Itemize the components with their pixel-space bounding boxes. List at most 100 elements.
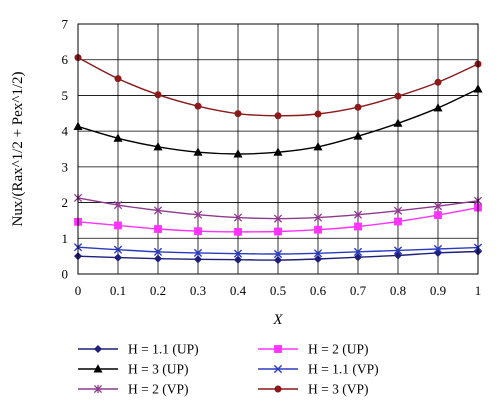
y-tick-label: 2 <box>62 195 69 210</box>
x-tick-label: 0.7 <box>350 283 367 298</box>
legend: H = 1.1 (UP) H = 2 (UP) H = 3 (UP) H = 1.1 … <box>78 342 379 397</box>
x-tick-label: 0.3 <box>190 283 206 298</box>
y-tick-label: 0 <box>62 267 69 282</box>
series-layer <box>73 54 483 265</box>
data-point <box>194 227 202 236</box>
data-point <box>313 213 323 222</box>
x-tick-label: 0.5 <box>270 283 286 298</box>
data-point <box>394 92 402 100</box>
y-axis-title: Nux/(Rax^1/2 + Pex^1/2) <box>10 71 26 226</box>
x-tick-label: 0.8 <box>390 283 406 298</box>
x-tick-label: 0.6 <box>310 283 327 298</box>
data-point <box>433 248 443 257</box>
data-point <box>274 112 282 120</box>
data-point <box>393 206 403 215</box>
data-point <box>354 103 362 111</box>
data-point <box>313 142 323 151</box>
data-point <box>193 147 203 156</box>
data-point <box>313 254 323 264</box>
data-point <box>153 247 163 256</box>
data-point <box>273 214 283 223</box>
data-point <box>153 254 163 263</box>
y-tick-label: 6 <box>62 52 69 67</box>
data-point <box>114 221 122 230</box>
data-point <box>153 206 163 215</box>
data-point <box>353 247 363 256</box>
y-tick-label: 5 <box>62 88 69 103</box>
data-point <box>274 227 282 236</box>
data-point <box>153 142 163 151</box>
y-tick-label: 3 <box>62 159 69 174</box>
legend-swatch-marker <box>93 344 103 354</box>
data-point <box>113 253 123 262</box>
legend-swatch-marker <box>274 385 282 393</box>
data-point <box>154 91 162 99</box>
plot-frame <box>77 23 479 275</box>
data-point <box>353 253 363 262</box>
legend-swatch-marker <box>274 345 282 353</box>
legend-label: H = 1.1 (UP) <box>128 342 199 357</box>
data-point <box>314 225 322 234</box>
legend-item: H = 2 (UP) <box>258 342 369 357</box>
data-point <box>233 249 243 258</box>
data-point <box>393 246 403 255</box>
data-point <box>273 147 283 156</box>
data-point <box>113 133 123 142</box>
data-point <box>194 102 202 110</box>
legend-label: H = 3 (VP) <box>308 382 369 397</box>
legend-swatch-marker <box>273 364 283 374</box>
data-point <box>353 131 363 140</box>
y-tick-label: 7 <box>62 17 69 32</box>
data-point <box>233 149 243 158</box>
data-point <box>354 222 362 231</box>
x-tick-label: 1 <box>475 283 482 298</box>
tick-labels: 0 0.1 0.2 0.3 0.4 0.5 0.6 0.7 0.8 0.9 1 0 1 2 3 4 5 6 7 <box>62 17 482 299</box>
legend-item: H = 1.1 (UP) <box>78 342 199 357</box>
data-point <box>314 110 322 118</box>
x-tick-label: 0.4 <box>230 283 247 298</box>
legend-item: H = 1.1 (VP) <box>258 362 379 377</box>
y-tick-label: 1 <box>62 231 69 246</box>
data-point <box>113 245 123 254</box>
data-point <box>154 225 162 233</box>
data-point <box>434 78 442 86</box>
legend-item: H = 3 (UP) <box>78 362 189 377</box>
data-point <box>433 103 443 112</box>
y-tick-label: 4 <box>62 124 69 139</box>
data-point <box>113 200 123 210</box>
data-point <box>193 248 203 258</box>
legend-swatch-marker <box>93 384 103 394</box>
x-tick-label: 0.2 <box>150 283 166 298</box>
data-point <box>393 251 403 260</box>
x-axis-title: X <box>272 312 283 328</box>
data-point <box>114 75 122 83</box>
x-tick-label: 0.1 <box>110 283 126 298</box>
data-point <box>233 255 243 264</box>
data-point <box>393 118 403 127</box>
data-point <box>193 210 203 219</box>
data-point <box>273 256 283 265</box>
legend-label: H = 2 (VP) <box>128 382 189 397</box>
y-axis-title-text: Nux/(Rax^1/2 + Pex^1/2) <box>10 71 26 226</box>
data-point <box>353 210 363 219</box>
legend-swatch-marker <box>93 364 103 373</box>
data-point <box>434 211 442 219</box>
legend-label: H = 3 (UP) <box>128 362 189 377</box>
data-point <box>234 227 242 236</box>
data-point <box>433 244 443 254</box>
data-point <box>433 202 443 211</box>
legend-label: H = 1.1 (VP) <box>308 362 379 377</box>
data-point <box>193 255 203 264</box>
x-tick-label: 0.9 <box>430 283 446 298</box>
data-point <box>233 213 243 222</box>
data-point <box>273 249 283 259</box>
legend-item: H = 2 (VP) <box>78 382 189 397</box>
data-point <box>313 249 323 258</box>
data-point <box>394 217 402 226</box>
x-tick-label: 0 <box>75 283 82 298</box>
data-point <box>234 110 242 118</box>
legend-label: H = 2 (UP) <box>308 342 369 357</box>
legend-item: H = 3 (VP) <box>258 382 369 397</box>
series-3 <box>73 243 483 259</box>
